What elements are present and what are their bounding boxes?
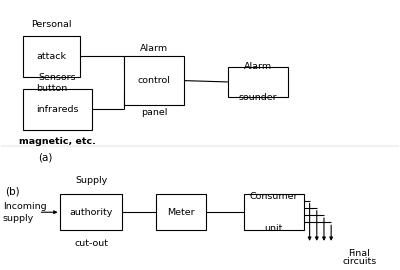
Text: supply: supply <box>3 214 34 223</box>
Text: Final: Final <box>348 249 370 258</box>
Text: cut-out: cut-out <box>74 239 108 248</box>
Text: attack: attack <box>36 52 66 61</box>
Text: Meter: Meter <box>167 208 195 217</box>
FancyBboxPatch shape <box>156 194 206 230</box>
Text: Sensors: Sensors <box>39 73 76 82</box>
Text: Alarm: Alarm <box>244 62 272 70</box>
FancyBboxPatch shape <box>244 194 304 230</box>
Text: Personal: Personal <box>31 20 72 29</box>
Text: (b): (b) <box>5 186 19 196</box>
Text: Alarm: Alarm <box>140 44 168 53</box>
Text: button: button <box>36 84 67 93</box>
FancyBboxPatch shape <box>23 89 92 130</box>
Text: Supply: Supply <box>75 176 108 185</box>
Text: panel: panel <box>141 108 167 117</box>
FancyBboxPatch shape <box>124 56 184 106</box>
Text: authority: authority <box>70 208 113 217</box>
Text: circuits: circuits <box>342 257 376 266</box>
Text: Consumer: Consumer <box>250 192 298 201</box>
FancyBboxPatch shape <box>228 66 288 97</box>
Text: sounder: sounder <box>238 93 277 102</box>
Text: magnetic, etc.: magnetic, etc. <box>19 137 96 146</box>
Text: control: control <box>138 76 170 85</box>
Text: unit: unit <box>264 224 283 232</box>
Text: infrareds: infrareds <box>36 105 79 114</box>
FancyBboxPatch shape <box>60 194 122 230</box>
FancyBboxPatch shape <box>23 36 80 77</box>
Text: Incoming: Incoming <box>3 202 46 211</box>
Text: (a): (a) <box>38 153 53 163</box>
